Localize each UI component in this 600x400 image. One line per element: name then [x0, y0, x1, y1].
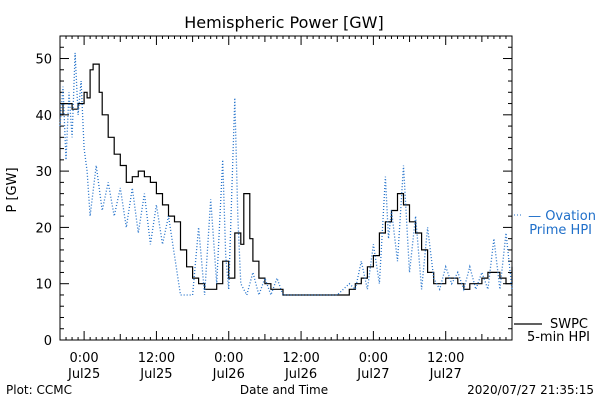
x-tick-label: 0:00 [70, 351, 99, 366]
x-axis: 0:00Jul2512:00Jul250:00Jul2612:00Jul260:… [59, 36, 513, 382]
y-tick-label: 20 [35, 221, 52, 236]
ovation-prime-hpi-line [59, 52, 513, 298]
legend-ovation-label: — Ovation [528, 209, 596, 224]
plot-frame [59, 35, 513, 341]
x-tick-label: 12:00 [282, 351, 319, 366]
x-tick-date-label: Jul27 [356, 367, 389, 382]
legend-ovation-label-2: Prime HPI [529, 223, 592, 238]
x-tick-date-label: Jul26 [212, 367, 245, 382]
x-tick-date-label: Jul27 [429, 367, 462, 382]
y-tick-label: 10 [35, 278, 52, 293]
y-tick-label: 30 [35, 165, 52, 180]
x-tick-label: 12:00 [138, 351, 175, 366]
y-axis-label: P [GW] [5, 167, 20, 212]
plot-timestamp: 2020/07/27 21:35:15 [467, 383, 594, 397]
x-tick-date-label: Jul26 [284, 367, 317, 382]
x-tick-date-label: Jul25 [67, 367, 100, 382]
x-tick-label: 12:00 [427, 351, 464, 366]
x-tick-label: 0:00 [359, 351, 388, 366]
y-tick-label: 0 [44, 334, 52, 349]
legend-swpc-label: SWPC [550, 317, 588, 332]
x-tick-date-label: Jul25 [139, 367, 172, 382]
swpc-hpi-line [60, 63, 513, 296]
y-axis: 0 10 20 30 40 50 [35, 35, 512, 349]
x-tick-label: 0:00 [214, 351, 243, 366]
y-tick-label: 50 [35, 53, 52, 68]
x-axis-label: Date and Time [240, 383, 328, 397]
plot-credit: Plot: CCMC [6, 383, 72, 397]
chart-title: Hemispheric Power [GW] [184, 13, 383, 32]
series-layer [59, 52, 513, 298]
y-tick-label: 40 [35, 109, 52, 124]
legend-swpc-label-2: 5-min HPI [527, 330, 590, 345]
